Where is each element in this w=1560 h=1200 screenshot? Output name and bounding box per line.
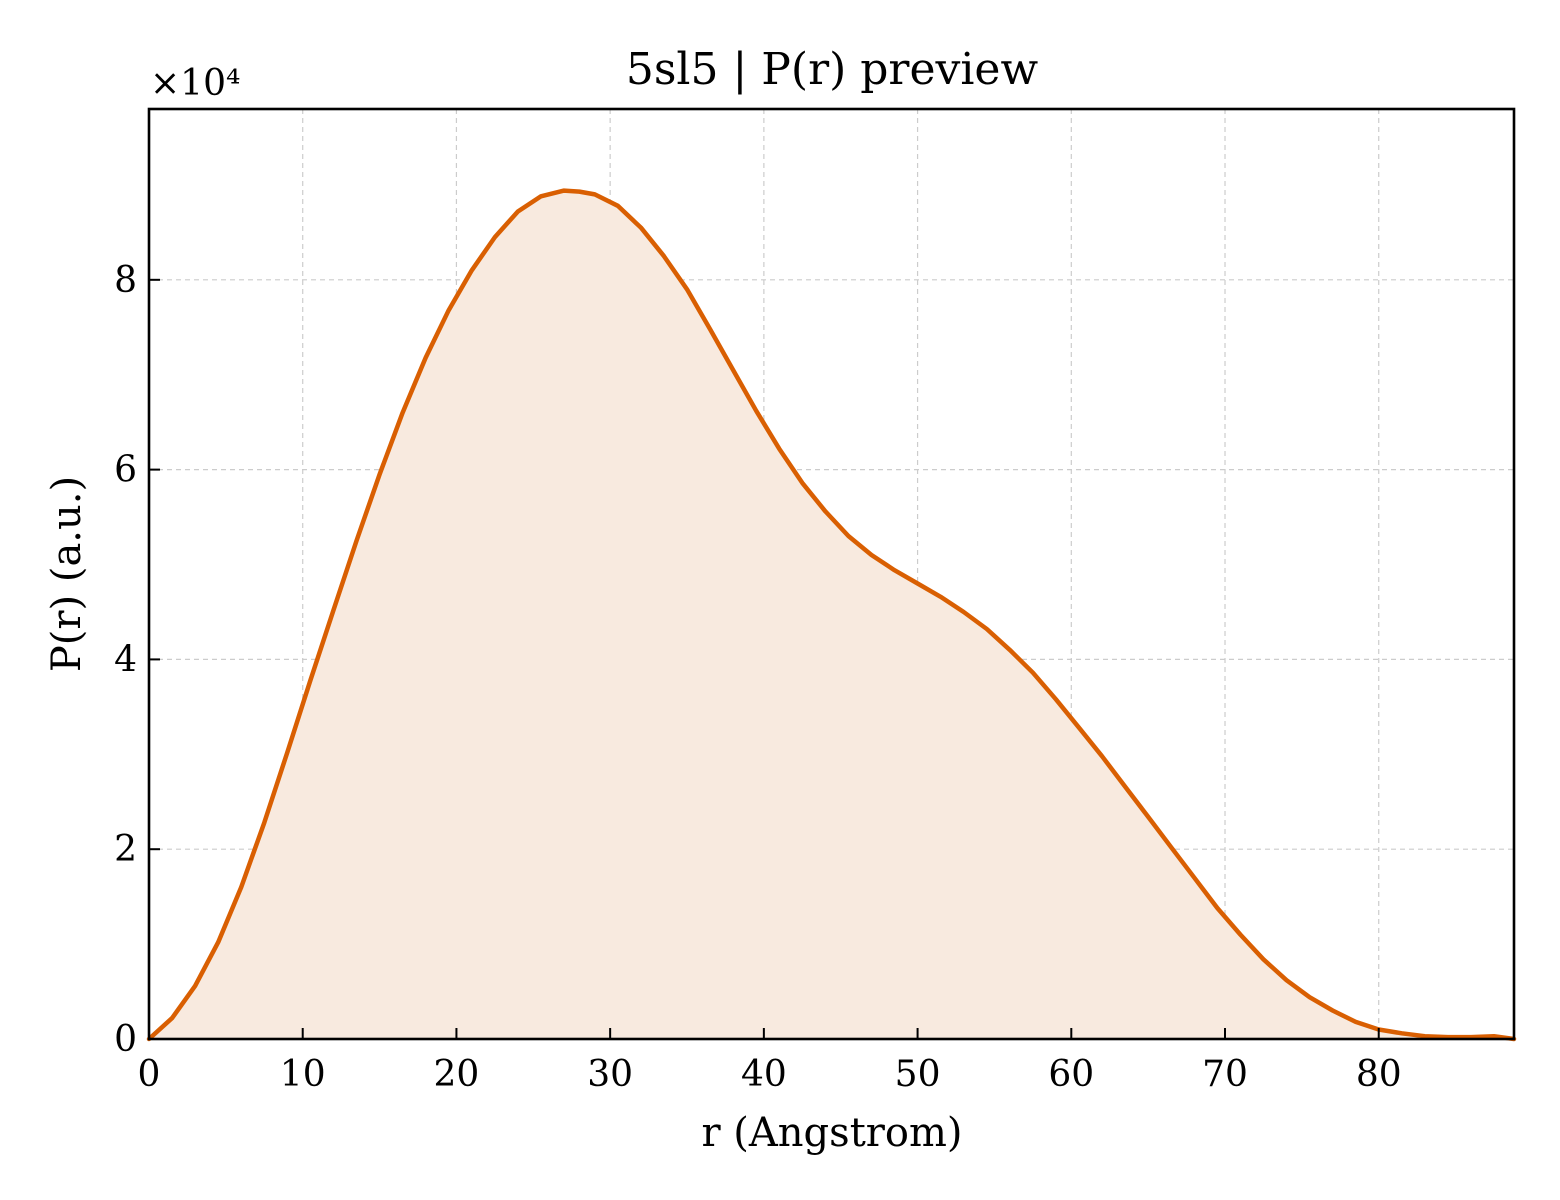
x-tick-label: 20 <box>434 1054 480 1095</box>
y-tick-label: 6 <box>114 450 137 491</box>
x-tick-label: 40 <box>741 1054 787 1095</box>
y-tick-label: 4 <box>114 639 137 680</box>
series-line <box>146 188 1517 1042</box>
tick-labels: 0 10 20 30 40 50 60 70 80 0 2 4 6 8 <box>114 260 1402 1095</box>
area-fill <box>149 190 1514 1040</box>
x-axis-label: r (Angstrom) <box>701 1110 962 1156</box>
x-tick-label: 80 <box>1356 1054 1402 1095</box>
y-axis-multiplier: ×10⁴ <box>150 63 240 104</box>
x-tick-label: 30 <box>587 1054 633 1095</box>
plot-series <box>146 188 1517 1042</box>
x-tick-label: 60 <box>1048 1054 1094 1095</box>
x-tick-label: 50 <box>895 1054 941 1095</box>
y-axis-label: P(r) (a.u.) <box>44 476 90 672</box>
x-tick-label: 10 <box>280 1054 326 1095</box>
y-tick-label: 8 <box>114 260 137 301</box>
chart-title: 5sl5 | P(r) preview <box>626 44 1039 95</box>
plot-frame <box>147 107 1516 1041</box>
axis-ticks <box>148 278 1380 1040</box>
x-tick-label: 70 <box>1202 1054 1248 1095</box>
y-tick-label: 0 <box>114 1019 137 1060</box>
y-tick-label: 2 <box>114 829 137 870</box>
x-tick-label: 0 <box>138 1054 161 1095</box>
